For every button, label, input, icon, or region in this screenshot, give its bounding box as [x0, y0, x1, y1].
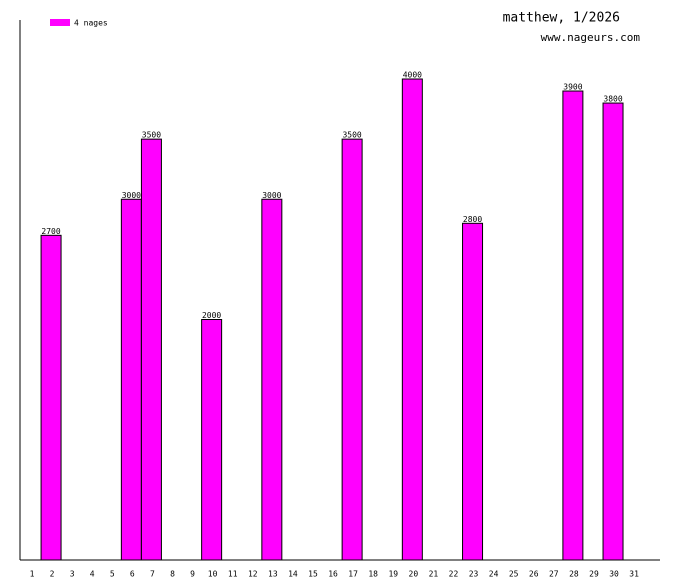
- x-tick-label: 20: [409, 570, 419, 579]
- x-tick-label: 23: [469, 570, 479, 579]
- bar: [401, 78, 423, 561]
- bar: [462, 222, 484, 561]
- legend-swatch: [50, 19, 70, 26]
- x-tick-label: 22: [449, 570, 459, 579]
- data-label: 3500: [342, 131, 361, 140]
- bar: [341, 138, 363, 561]
- x-tick-label: 29: [589, 570, 599, 579]
- bar: [120, 198, 142, 561]
- x-tick-label: 11: [228, 570, 238, 579]
- x-tick-label: 6: [130, 570, 135, 579]
- x-tick-label: 18: [368, 570, 378, 579]
- data-label: 2800: [463, 215, 482, 224]
- bar: [562, 90, 584, 561]
- x-tick-label: 30: [609, 570, 619, 579]
- data-label: 3000: [262, 191, 281, 200]
- x-tick-label: 19: [388, 570, 398, 579]
- x-tick-label: 2: [50, 570, 55, 579]
- x-tick-label: 13: [268, 570, 278, 579]
- data-label: 3800: [603, 95, 622, 104]
- x-tick-label: 24: [489, 570, 499, 579]
- bar: [602, 102, 624, 561]
- bar: [201, 319, 223, 561]
- x-tick-label: 14: [288, 570, 298, 579]
- x-tick-label: 1: [30, 570, 35, 579]
- x-tick-label: 10: [208, 570, 218, 579]
- x-tick-label: 26: [529, 570, 539, 579]
- x-tick-label: 25: [509, 570, 519, 579]
- x-tick-label: 28: [569, 570, 579, 579]
- x-tick-label: 9: [190, 570, 195, 579]
- bar: [40, 234, 62, 561]
- bar: [140, 138, 162, 561]
- x-tick-label: 5: [110, 570, 115, 579]
- x-tick-label: 4: [90, 570, 95, 579]
- chart-title: matthew, 1/2026: [503, 11, 620, 26]
- x-tick-label: 31: [629, 570, 639, 579]
- chart-subtitle: www.nageurs.com: [541, 31, 641, 44]
- x-tick-label: 16: [328, 570, 338, 579]
- x-tick-label: 27: [549, 570, 559, 579]
- x-tick-label: 8: [170, 570, 175, 579]
- x-tick-label: 15: [308, 570, 318, 579]
- data-label: 2000: [202, 311, 221, 320]
- x-tick-label: 3: [70, 570, 75, 579]
- x-tick-label: 12: [248, 570, 258, 579]
- data-label: 3500: [142, 131, 161, 140]
- x-tick-label: 17: [348, 570, 358, 579]
- data-label: 2700: [41, 227, 60, 236]
- legend-label: 4 nages: [74, 19, 108, 28]
- data-label: 4000: [403, 71, 422, 80]
- data-label: 3000: [122, 191, 141, 200]
- x-tick-label: 21: [429, 570, 439, 579]
- x-tick-label: 7: [150, 570, 155, 579]
- bar: [261, 198, 283, 561]
- data-label: 3900: [563, 83, 582, 92]
